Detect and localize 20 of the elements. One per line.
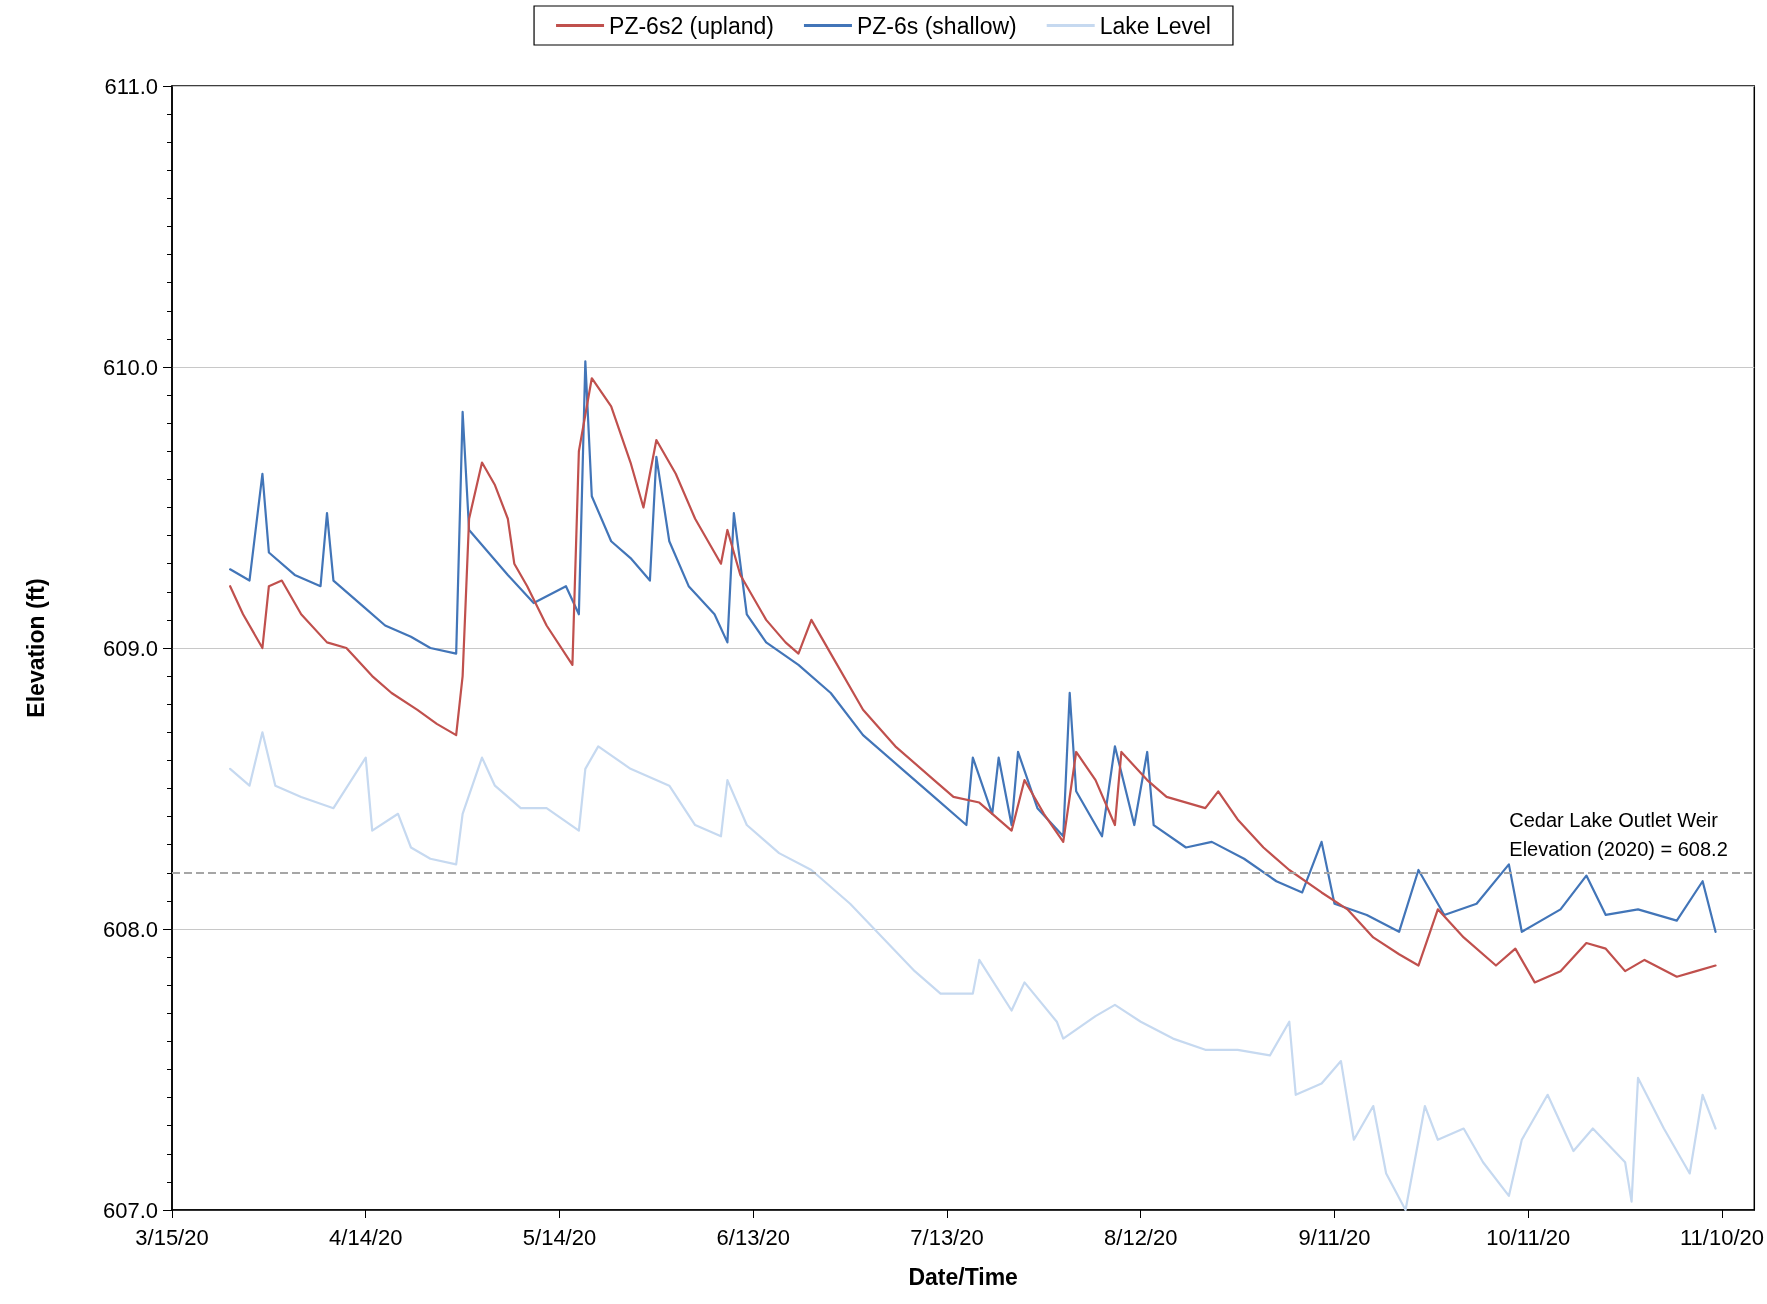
y-axis-title: Elevation (ft) — [22, 578, 49, 718]
x-tick-label: 9/11/20 — [1298, 1224, 1371, 1250]
x-tick-label: 10/11/20 — [1486, 1224, 1571, 1250]
legend-label: PZ-6s2 (upland) — [609, 12, 774, 39]
y-tick-label: 608.0 — [102, 916, 158, 942]
y-tick-label: 610.0 — [102, 354, 158, 380]
x-tick-label: 7/13/20 — [910, 1224, 984, 1250]
y-tick-label: 609.0 — [102, 635, 158, 661]
x-tick-label: 3/15/20 — [135, 1224, 209, 1250]
x-tick-label: 11/10/20 — [1679, 1224, 1765, 1250]
x-tick-label: 6/13/20 — [716, 1224, 790, 1250]
x-tick-label: 8/12/20 — [1104, 1224, 1178, 1250]
x-tick-label: 5/14/20 — [522, 1224, 597, 1250]
y-tick-label: 607.0 — [102, 1197, 158, 1223]
ref-line-label: Cedar Lake Outlet Weir Elevation (2020) = 608.2 — [1509, 809, 1728, 861]
y-tick-label: 611.0 — [104, 73, 158, 99]
x-axis-title: Date/Time — [908, 1263, 1018, 1290]
legend-label: Lake Level — [1099, 12, 1211, 39]
x-tick-label: 4/14/20 — [329, 1224, 403, 1250]
legend-label: PZ-6s (shallow) — [856, 12, 1017, 39]
